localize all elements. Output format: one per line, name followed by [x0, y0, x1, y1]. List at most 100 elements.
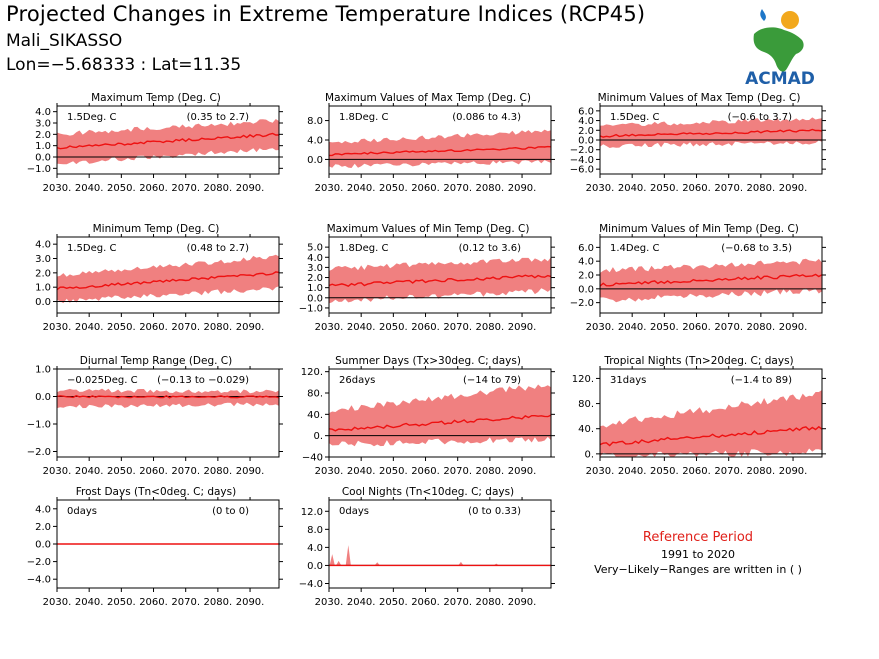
chart-title: Maximum Values of Max Temp (Deg. C)	[325, 92, 531, 104]
water-drop-icon	[760, 9, 766, 21]
y-tick-label: −1.0	[27, 420, 51, 431]
median-change-label: 1.4Deg. C	[610, 243, 659, 254]
x-tick-label: 2050.	[107, 597, 136, 608]
y-tick-label: 2.0	[307, 273, 323, 284]
acmad-logo: ACMAD	[745, 9, 815, 86]
x-tick-label: 2040.	[75, 597, 104, 608]
x-tick-label: 2060.	[139, 597, 168, 608]
x-tick-label: 2090.	[508, 466, 537, 477]
x-tick-label: 2090.	[779, 322, 808, 333]
likely-range-label: (0 to 0.33)	[468, 506, 521, 517]
median-change-label: 0days	[339, 506, 369, 517]
likely-range-band	[329, 257, 551, 304]
likely-range-band	[600, 390, 822, 457]
x-tick-label: 2060.	[682, 322, 711, 333]
chart-8: Summer Days (Tx>30deg. C; days) −40 0. 40. 8…	[301, 355, 555, 477]
x-tick-label: 2040.	[618, 466, 647, 477]
y-tick-label: 4.0	[35, 504, 51, 515]
x-tick-label: 2050.	[107, 183, 136, 194]
y-tick-label: −1.0	[27, 164, 51, 175]
y-tick-label: 2.0	[35, 268, 51, 279]
x-tick-label: 2030.	[43, 322, 72, 333]
x-tick-label: 2090.	[779, 183, 808, 194]
x-tick-label: 2040.	[75, 322, 104, 333]
y-tick-label: 0.0	[307, 561, 323, 572]
chart-10: Frost Days (Tn<0deg. C; days) −4.0 −2.0 0.0…	[27, 486, 283, 608]
x-tick-label: 2070.	[443, 322, 472, 333]
x-tick-label: 2080.	[476, 183, 505, 194]
median-change-label: 26days	[339, 375, 375, 386]
median-line	[599, 128, 823, 138]
y-tick-label: 2.0	[578, 126, 594, 137]
median-line	[56, 394, 280, 399]
chart-7: Diurnal Temp Range (Deg. C) −2.0 −1.0 0.0 1.…	[27, 355, 283, 477]
y-tick-label: 0.	[313, 431, 323, 442]
y-tick-label: 8.0	[307, 525, 323, 536]
x-tick-label: 2080.	[204, 322, 233, 333]
plot-frame	[328, 368, 552, 458]
likely-range-label: (0.12 to 3.6)	[459, 243, 521, 254]
y-tick-label: 40.	[307, 410, 323, 421]
y-tick-label: 0.0	[35, 540, 51, 551]
y-tick-label: 80.	[307, 389, 323, 400]
y-tick-label: 8.0	[307, 116, 323, 127]
x-tick-label: 2060.	[139, 466, 168, 477]
x-tick-label: 2060.	[682, 466, 711, 477]
chart-title: Minimum Temp (Deg. C)	[93, 223, 220, 235]
y-tick-label: 3.0	[307, 263, 323, 274]
y-tick-label: 4.0	[307, 136, 323, 147]
x-tick-label: 2040.	[347, 597, 376, 608]
sun-icon	[781, 11, 799, 29]
likely-range-label: (0.35 to 2.7)	[187, 112, 249, 123]
x-tick-label: 2070.	[171, 322, 200, 333]
range-spike	[329, 554, 335, 566]
median-line	[329, 145, 552, 157]
x-tick-label: 2050.	[379, 183, 408, 194]
median-change-label: 1.5Deg. C	[610, 112, 659, 123]
x-tick-label: 2090.	[236, 322, 265, 333]
x-tick-label: 2030.	[315, 466, 344, 477]
y-tick-label: 1.0	[307, 283, 323, 294]
x-tick-label: 2070.	[171, 597, 200, 608]
y-tick-label: 3.0	[35, 254, 51, 265]
y-tick-label: 4.0	[307, 543, 323, 554]
x-tick-label: 2030.	[586, 183, 615, 194]
y-tick-label: 0.0	[578, 284, 594, 295]
likely-range-band	[57, 254, 279, 304]
y-tick-label: 4.0	[307, 253, 323, 264]
x-tick-label: 2090.	[508, 322, 537, 333]
y-tick-label: 1.0	[35, 283, 51, 294]
x-tick-label: 2070.	[171, 466, 200, 477]
x-tick-label: 2080.	[476, 466, 505, 477]
chart-title: Minimum Values of Max Temp (Deg. C)	[598, 92, 801, 104]
likely-range-label: (−0.13 to −0.029)	[157, 375, 249, 386]
chart-title: Maximum Values of Min Temp (Deg. C)	[327, 223, 530, 235]
x-tick-label: 2080.	[476, 597, 505, 608]
y-tick-label: 40.	[578, 424, 594, 435]
y-tick-label: −40	[302, 453, 323, 464]
y-tick-label: 5.0	[307, 243, 323, 254]
plot-frame	[56, 368, 280, 458]
median-line	[599, 273, 823, 287]
x-tick-label: 2040.	[75, 183, 104, 194]
x-tick-label: 2050.	[379, 597, 408, 608]
plot-frame	[599, 368, 823, 458]
chart-1: Maximum Temp (Deg. C) −1.00.01.02.03.04.0…	[27, 92, 283, 194]
y-tick-label: −2.0	[27, 447, 51, 458]
range-spike	[458, 561, 464, 566]
y-tick-label: −2.0	[27, 557, 51, 568]
median-change-label: −0.025Deg. C	[67, 375, 138, 386]
logo-text: ACMAD	[745, 69, 815, 86]
x-tick-label: 2040.	[347, 183, 376, 194]
y-tick-label: −4.0	[570, 155, 594, 166]
reference-years: 1991 to 2020	[660, 548, 736, 561]
range-spike	[336, 560, 342, 566]
africa-map-icon	[753, 27, 804, 72]
y-tick-label: 4.0	[35, 240, 51, 251]
y-tick-label: 4.0	[578, 116, 594, 127]
chart-title: Tropical Nights (Tn>20deg. C; days)	[603, 355, 793, 367]
y-tick-label: 0.0	[35, 297, 51, 308]
x-tick-label: 2050.	[107, 322, 136, 333]
plot-frame	[56, 105, 280, 175]
median-line	[328, 414, 552, 432]
